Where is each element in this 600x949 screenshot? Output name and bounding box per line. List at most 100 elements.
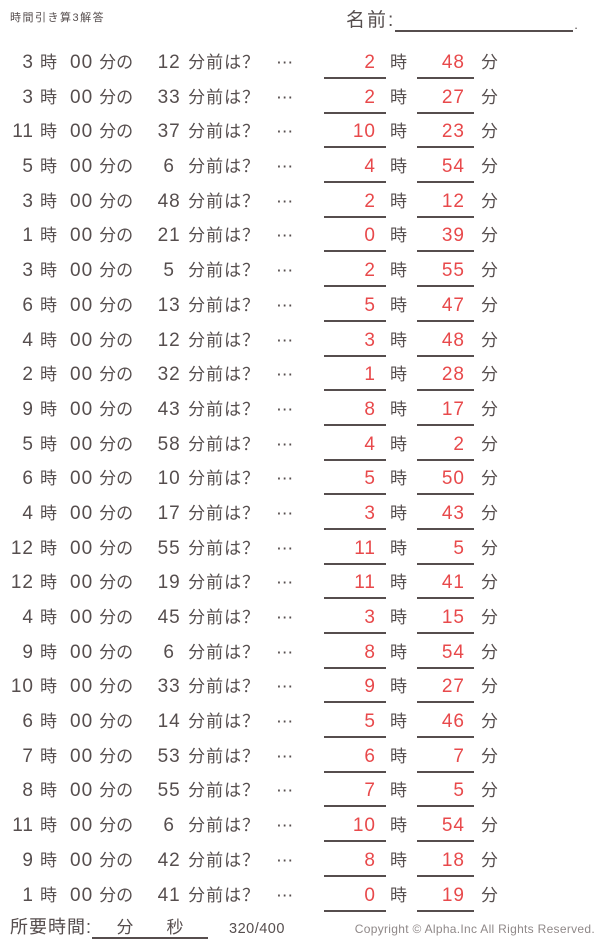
question-hour-unit-label: 時: [40, 261, 57, 281]
question-zero-minutes: 00: [70, 711, 94, 733]
question-minutes: 55: [157, 780, 181, 802]
question-hour-unit-label: 時: [40, 191, 57, 211]
question-minutes-of-label: 分の: [99, 712, 134, 732]
answer-minute-blank: 55: [417, 260, 474, 288]
question-minutes: 33: [157, 676, 181, 698]
question-minutes-of-label: 分の: [99, 469, 134, 489]
answer-minute-unit-label: 分: [481, 538, 498, 558]
answer-hour-unit-label: 時: [390, 608, 407, 627]
ellipsis: ⋯: [276, 226, 294, 246]
question-zero-minutes: 00: [70, 121, 94, 143]
answer-minute-unit-label: 分: [481, 503, 498, 523]
question-hour-unit-label: 時: [40, 226, 57, 246]
answer-minute-blank: 23: [417, 121, 474, 149]
question-zero-minutes: 00: [70, 329, 94, 351]
answer-minute-unit-label: 分: [481, 642, 498, 662]
answer-minute-blank: 19: [417, 885, 474, 912]
question-minutes-of-label: 分の: [99, 53, 134, 72]
ellipsis: ⋯: [276, 503, 294, 523]
question-minutes-of-label: 分の: [99, 573, 134, 593]
answer-minute-unit-label: 分: [481, 781, 498, 801]
answer-minute-blank: 54: [417, 642, 474, 669]
answer-group: 2 時 12 分: [324, 187, 498, 218]
question-minutes-of-label: 分の: [99, 122, 134, 142]
question-zero-minutes: 00: [70, 641, 94, 663]
question-hour: 5: [22, 433, 34, 455]
question-zero-minutes: 00: [70, 815, 94, 837]
ellipsis: ⋯: [276, 261, 294, 281]
answer-hour-unit-label: 時: [390, 122, 407, 142]
answer-minute-blank: 18: [417, 850, 474, 877]
answer-hour-unit-label: 時: [390, 469, 407, 489]
page-number: 320/400: [229, 921, 285, 937]
answer-minute-unit-label: 分: [481, 365, 498, 385]
question-minutes-before-label: 分前は？: [188, 885, 261, 905]
question-minutes: 32: [157, 364, 181, 386]
answer-group: 10 時 23 分: [324, 117, 498, 149]
answer-hour-unit-label: 時: [390, 434, 407, 454]
required-time-label: 所要時間:: [10, 917, 93, 937]
question-minutes-before-label: 分前は？: [188, 573, 261, 593]
question-minutes-of-label: 分の: [99, 816, 134, 836]
answer-hour-blank: 7: [324, 780, 386, 808]
question-minutes: 6: [163, 641, 175, 663]
question-hour: 5: [22, 156, 34, 178]
answer-group: 4 時 2 分: [324, 430, 498, 461]
copyright: Copyright © Alpha.Inc All Rights Reserve…: [354, 922, 595, 936]
question-minutes-before-label: 分前は？: [188, 608, 261, 627]
answer-hour-blank: 2: [324, 191, 386, 218]
problem-list: 3 時 00 分の 12 分前は？ ⋯ 2 時 48 分 3 時 00 分の 3…: [8, 44, 498, 912]
answer-group: 5 時 50 分: [324, 464, 498, 496]
question-minutes-of-label: 分の: [99, 191, 134, 211]
answer-hour-unit-label: 時: [390, 677, 407, 697]
question-zero-minutes: 00: [70, 607, 94, 628]
answer-hour-unit-label: 時: [390, 885, 407, 905]
question-zero-minutes: 00: [70, 225, 94, 247]
answer-group: 0 時 19 分: [324, 881, 498, 912]
ellipsis: ⋯: [276, 295, 294, 315]
problem-row: 12 時 00 分の 19 分前は？ ⋯ 11 時 41 分: [8, 564, 498, 600]
question-hour: 2: [22, 364, 34, 386]
question-minutes: 37: [157, 121, 181, 143]
question-zero-minutes: 00: [70, 260, 94, 282]
question-hour: 8: [22, 780, 34, 802]
name-blank-line[interactable]: [395, 7, 574, 32]
question-hour-unit-label: 時: [40, 538, 57, 558]
question-hour: 12: [10, 572, 34, 594]
question-minutes-of-label: 分の: [99, 87, 134, 107]
ellipsis: ⋯: [276, 885, 294, 905]
answer-hour-unit-label: 時: [390, 330, 407, 350]
question-hour-unit-label: 時: [40, 746, 57, 766]
answer-group: 6 時 7 分: [324, 742, 498, 773]
answer-minute-unit-label: 分: [481, 226, 498, 246]
question-zero-minutes: 00: [70, 849, 94, 871]
answer-group: 2 時 48 分: [324, 48, 498, 79]
answer-minute-unit-label: 分: [481, 399, 498, 419]
answer-minute-blank: 27: [417, 87, 474, 114]
question-minutes-of-label: 分の: [99, 503, 134, 523]
answer-hour-blank: 4: [324, 156, 386, 184]
question-minutes-before-label: 分前は？: [188, 365, 261, 385]
question-zero-minutes: 00: [70, 676, 94, 698]
question-minutes-of-label: 分の: [99, 226, 134, 246]
answer-hour-unit-label: 時: [390, 538, 407, 558]
ellipsis: ⋯: [276, 399, 294, 419]
question-hour: 7: [22, 745, 34, 767]
question-hour: 3: [22, 190, 34, 212]
problem-row: 3 時 00 分の 5 分前は？ ⋯ 2 時 55 分: [8, 252, 498, 288]
question-minutes-before-label: 分前は？: [188, 538, 261, 558]
question-minutes-before-label: 分前は？: [188, 295, 261, 315]
answer-minute-blank: 47: [417, 295, 474, 322]
question-minutes-of-label: 分の: [99, 434, 134, 454]
minutes-unit-label: 分: [116, 918, 134, 937]
answer-group: 2 時 55 分: [324, 256, 498, 288]
answer-hour-unit-label: 時: [390, 850, 407, 870]
question-hour: 1: [22, 884, 34, 906]
problem-row: 9 時 00 分の 43 分前は？ ⋯ 8 時 17 分: [8, 391, 498, 426]
question-zero-minutes: 00: [70, 156, 94, 178]
question-hour: 1: [22, 225, 34, 247]
problem-row: 3 時 00 分の 12 分前は？ ⋯ 2 時 48 分: [8, 44, 498, 79]
question-zero-minutes: 00: [70, 294, 94, 316]
answer-hour-blank: 5: [324, 711, 386, 739]
answer-group: 2 時 27 分: [324, 83, 498, 114]
